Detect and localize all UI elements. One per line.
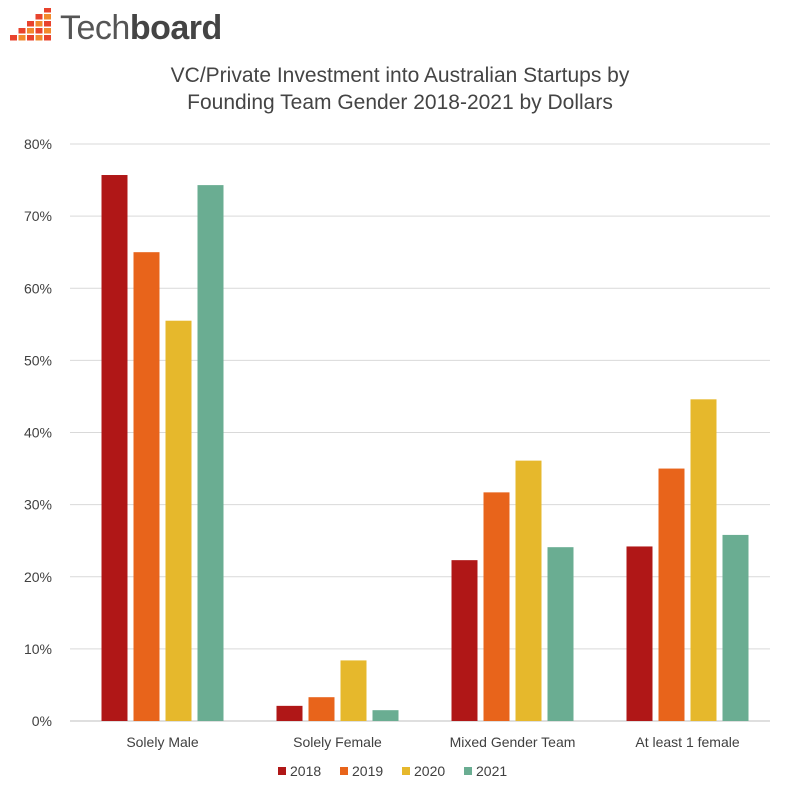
y-tick-label: 80% (24, 136, 52, 152)
logo-cell (10, 35, 17, 41)
bar (308, 697, 335, 721)
y-axis-tick-labels: 0% 10% 20% 30% 40% 50% 60% 70% 80% (24, 136, 52, 729)
logo-cell (44, 21, 51, 27)
bar (197, 185, 224, 721)
x-category-label: At least 1 female (635, 734, 739, 750)
y-tick-label: 30% (24, 497, 52, 513)
bar (451, 560, 478, 721)
brand-name-bold: board (129, 9, 222, 47)
x-category-label: Solely Male (126, 734, 199, 750)
bar (658, 468, 685, 721)
bar (483, 492, 510, 721)
grid-wave-logo-icon (10, 8, 51, 41)
logo-cell (18, 28, 26, 34)
bar (515, 460, 542, 721)
y-tick-label: 10% (24, 641, 52, 657)
brand-name-light: Tech (60, 9, 130, 47)
legend-label: 2020 (414, 763, 445, 779)
x-category-label: Solely Female (293, 734, 382, 750)
bar (626, 546, 653, 721)
y-tick-label: 70% (24, 208, 52, 224)
logo-cell (18, 35, 26, 41)
brand-logo: Techboard (8, 8, 222, 48)
bar (165, 320, 192, 721)
logo-cell (27, 35, 34, 41)
x-category-label: Mixed Gender Team (450, 734, 576, 750)
legend-label: 2021 (476, 763, 507, 779)
legend-swatch (278, 767, 286, 775)
chart-title-line-1: VC/Private Investment into Australian St… (170, 64, 630, 87)
bar (101, 175, 128, 722)
logo-cell (35, 28, 43, 34)
logo-cell (27, 28, 34, 34)
logo-cell (44, 35, 51, 41)
x-axis-category-labels: Solely Male Solely Female Mixed Gender Tea… (126, 734, 740, 750)
y-tick-label: 50% (24, 352, 52, 368)
bar (276, 705, 303, 721)
y-tick-label: 40% (24, 425, 52, 441)
brand-name: Techboard (60, 8, 222, 48)
logo-cell (35, 14, 43, 20)
bar (690, 399, 717, 721)
logo-cell (35, 21, 43, 27)
y-tick-label: 0% (32, 713, 52, 729)
legend-swatch (464, 767, 472, 775)
logo-cell (44, 14, 51, 20)
y-tick-label: 60% (24, 280, 52, 296)
legend-label: 2019 (352, 763, 383, 779)
logo-cell (44, 28, 51, 34)
legend-swatch (402, 767, 410, 775)
chart-title: VC/Private Investment into Australian St… (0, 62, 800, 116)
bar (547, 547, 574, 721)
bars (101, 175, 749, 722)
chart-title-line-2: Founding Team Gender 2018-2021 by Dollar… (187, 91, 613, 114)
legend-swatch (340, 767, 348, 775)
logo-cell (44, 8, 51, 13)
bar (133, 252, 160, 721)
logo-cell (35, 35, 43, 41)
legend: 2018 2019 2020 2021 (278, 763, 507, 779)
logo-cell (27, 21, 34, 27)
legend-label: 2018 (290, 763, 321, 779)
y-tick-label: 20% (24, 569, 52, 585)
bar (340, 660, 367, 721)
bar (722, 534, 749, 721)
bar (372, 710, 399, 721)
